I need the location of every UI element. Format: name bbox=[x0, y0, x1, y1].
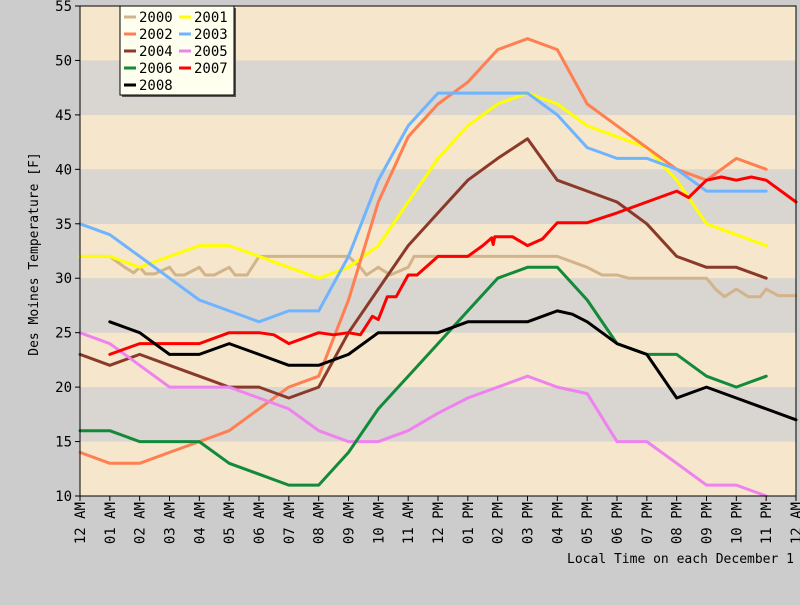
y-tick-label: 40 bbox=[55, 162, 72, 178]
x-tick-label: 08 AM bbox=[312, 502, 328, 544]
x-tick-label: 05 AM bbox=[222, 502, 238, 544]
y-tick-label: 50 bbox=[55, 53, 72, 69]
series-line-2005 bbox=[78, 331, 768, 498]
series-line-2007 bbox=[108, 175, 798, 356]
legend-label-2005: 2005 bbox=[194, 44, 228, 60]
legend-label-2003: 2003 bbox=[194, 27, 228, 43]
x-tick-label: 12 AM bbox=[73, 502, 89, 544]
plot-band bbox=[80, 114, 796, 170]
legend-label-2006: 2006 bbox=[139, 61, 173, 77]
x-tick-label: 05 PM bbox=[580, 502, 596, 544]
legend: 2000 2001 2002 2003 2004 2005 2006 2007 2008 bbox=[119, 5, 236, 97]
x-tick-label: 10 AM bbox=[371, 502, 387, 544]
y-tick-label: 25 bbox=[55, 326, 72, 342]
series-line-2003 bbox=[78, 91, 768, 324]
x-tick-label: 11 AM bbox=[401, 502, 417, 544]
y-tick-label: 55 bbox=[55, 0, 72, 15]
x-tick-label: 12 PM bbox=[431, 502, 447, 544]
legend-label-2004: 2004 bbox=[139, 44, 173, 60]
legend-label-2007: 2007 bbox=[194, 61, 228, 77]
x-tick-label: 06 PM bbox=[610, 502, 626, 544]
series-line-2008 bbox=[108, 309, 798, 422]
y-tick-label: 45 bbox=[55, 108, 72, 124]
x-tick-label: 10 PM bbox=[729, 502, 745, 544]
series-line-2004 bbox=[78, 137, 768, 400]
y-tick-label: 15 bbox=[55, 435, 72, 451]
x-axis-label: Local Time on each December 1 bbox=[567, 552, 794, 567]
x-axis: 12 AM 01 AM 02 AM 03 AM 04 AM 05 AM 06 AM 07 AM… bbox=[73, 496, 800, 544]
legend-label-2001: 2001 bbox=[194, 10, 228, 26]
x-tick-label: 12 AM bbox=[789, 502, 800, 544]
series-layer bbox=[78, 37, 798, 498]
y-axis-label: Des Moines Temperature [F] bbox=[27, 152, 42, 356]
legend-label-2002: 2002 bbox=[139, 27, 173, 43]
x-tick-label: 02 AM bbox=[133, 502, 149, 544]
series-line-2002 bbox=[78, 37, 768, 465]
y-tick-label: 30 bbox=[55, 271, 72, 287]
x-tick-label: 11 PM bbox=[759, 502, 775, 544]
y-tick-label: 35 bbox=[55, 217, 72, 233]
series-line-2000 bbox=[78, 254, 798, 299]
legend-label-2008: 2008 bbox=[139, 78, 173, 94]
x-tick-label: 04 PM bbox=[550, 502, 566, 544]
plot-band bbox=[80, 278, 796, 333]
y-axis: 10 15 20 25 30 35 40 45 50 55 bbox=[55, 0, 80, 505]
x-tick-label: 02 PM bbox=[491, 502, 507, 544]
x-tick-label: 09 AM bbox=[342, 502, 358, 544]
series-line-2006 bbox=[78, 265, 768, 487]
x-tick-label: 03 AM bbox=[163, 502, 179, 544]
x-tick-label: 01 AM bbox=[103, 502, 119, 544]
legend-label-2000: 2000 bbox=[139, 10, 173, 26]
x-tick-label: 08 PM bbox=[670, 502, 686, 544]
x-tick-label: 06 AM bbox=[252, 502, 268, 544]
plot-band bbox=[80, 441, 796, 496]
plot-band bbox=[80, 332, 796, 388]
x-tick-label: 01 PM bbox=[461, 502, 477, 544]
y-tick-label: 10 bbox=[55, 489, 72, 505]
x-tick-label: 07 AM bbox=[282, 502, 298, 544]
legend-box bbox=[119, 5, 235, 96]
x-tick-label: 09 PM bbox=[700, 502, 716, 544]
y-tick-label: 20 bbox=[55, 380, 72, 396]
x-tick-label: 04 AM bbox=[192, 502, 208, 544]
x-tick-label: 03 PM bbox=[521, 502, 537, 544]
x-tick-label: 07 PM bbox=[640, 502, 656, 544]
